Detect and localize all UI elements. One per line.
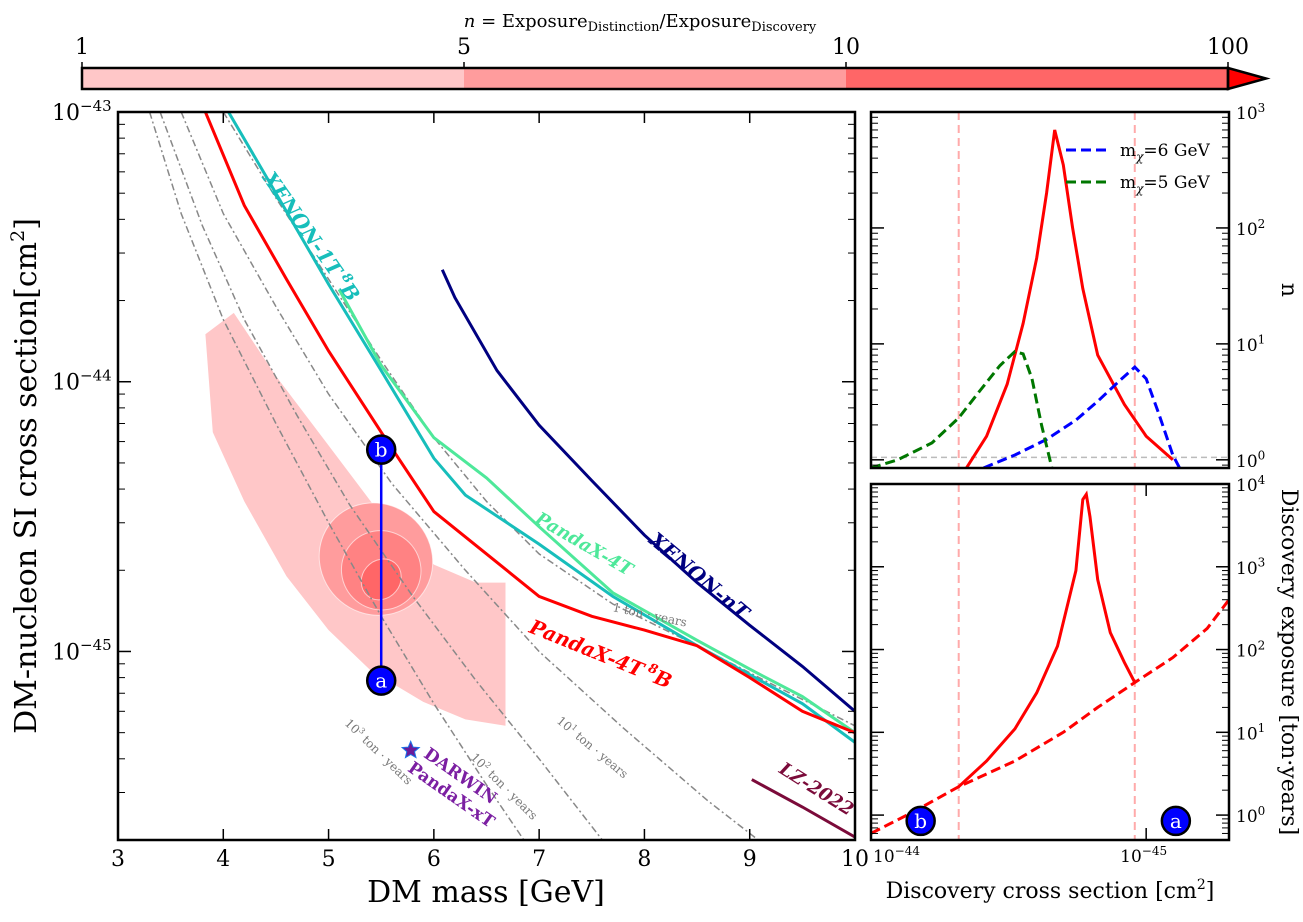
n-chart: 100 101 102 103 mχ=6 GeV mχ=5 GeV n xyxy=(869,101,1301,472)
colorbar-tick-label: 10 xyxy=(832,35,860,60)
signal-region xyxy=(205,312,506,726)
y-tick-label: 103 xyxy=(1236,556,1265,579)
legend-label: mχ=6 GeV xyxy=(1120,141,1211,164)
y-tick-label: 10−44 xyxy=(52,366,112,395)
exposure-curve xyxy=(871,598,1229,835)
exposure-chart-xlabel-text: Discovery cross section [cm xyxy=(886,879,1197,904)
exposure-line xyxy=(148,112,525,840)
n-curve xyxy=(965,129,1174,468)
colorbar-title-eq: = Exposure xyxy=(481,11,588,32)
x-tick-label: 8 xyxy=(637,847,651,872)
x-tick-label: 9 xyxy=(743,847,757,872)
x-tick-label: 10 xyxy=(841,847,869,872)
n-curve xyxy=(871,349,1054,468)
main-ylabel: DM-nucleon SI cross section[cm2] xyxy=(7,218,44,734)
legend-label: mχ=5 GeV xyxy=(1120,173,1211,196)
y-tick-label: 104 xyxy=(1236,473,1266,496)
main-ylabel-end: ] xyxy=(9,218,44,230)
x-tick-label: 4 xyxy=(216,847,230,872)
colorbar-title: n = ExposureDistinction/ExposureDiscover… xyxy=(464,11,817,35)
limit-curve xyxy=(337,288,855,734)
colorbar-tick-label: 1 xyxy=(75,35,89,60)
y-tick-label: 102 xyxy=(1236,217,1265,240)
colorbar-tick-label: 5 xyxy=(457,35,471,60)
legend: mχ=6 GeV mχ=5 GeV xyxy=(1066,141,1211,196)
colorbar-title-sub2: Discovery xyxy=(751,20,817,35)
exposure-chart-xlabel: Discovery cross section [cm2] xyxy=(886,877,1215,904)
exposure-line xyxy=(180,112,760,840)
y-tick-label: 100 xyxy=(1236,804,1265,827)
darwin-star-icon xyxy=(400,739,421,759)
x-tick-label: 3 xyxy=(111,847,125,872)
colorbar-title-slash: /Exposure xyxy=(659,11,751,32)
colorbar: n = ExposureDistinction/ExposureDiscover… xyxy=(75,11,1271,91)
y-tick-label: 102 xyxy=(1236,638,1265,661)
benchmark-point xyxy=(1160,805,1192,837)
curve-label: PandaX-4T xyxy=(531,508,638,582)
colorbar-title-n: n xyxy=(464,11,476,32)
limit-curves xyxy=(204,112,855,839)
colorbar-arrow xyxy=(1226,66,1271,91)
y-tick-label: 10−45 xyxy=(52,636,112,665)
benchmark-label: a xyxy=(375,669,387,693)
y-tick-label: 103 xyxy=(1236,101,1265,124)
benchmark-point xyxy=(905,805,936,837)
exposure-chart-ylabel: Discovery exposure [ton·years] xyxy=(1276,489,1301,835)
benchmark-label: a xyxy=(1170,809,1182,833)
curve-label: LZ-2022 xyxy=(775,758,858,821)
exposure-chart-xlabel-end: ] xyxy=(1206,879,1215,904)
colorbar-segment xyxy=(464,68,846,89)
curve-label: PandaX-4T 8B xyxy=(525,614,675,694)
limit-curve xyxy=(751,778,855,839)
x-tick-label: 5 xyxy=(322,847,336,872)
colorbar-segment xyxy=(82,68,464,89)
colorbar-frame xyxy=(80,66,1230,91)
y-tick-label: 101 xyxy=(1236,333,1265,356)
curve-label: XENON-1T 8B xyxy=(257,165,366,305)
benchmark-point xyxy=(365,665,397,696)
benchmark-points: ab xyxy=(365,434,397,696)
n-chart-frame xyxy=(869,110,1231,470)
x-tick-label: 6 xyxy=(427,847,441,872)
exposure-line xyxy=(159,112,603,840)
colorbar-segment xyxy=(846,68,1228,89)
colorbar-title-sub1: Distinction xyxy=(588,20,660,35)
benchmark-label: b xyxy=(914,809,927,833)
exposure-label: 101 ton · years xyxy=(554,713,631,781)
exposure-label: 103 ton · years xyxy=(342,715,416,787)
main-ylabel-sup: 2 xyxy=(7,230,29,242)
y-tick-label: 101 xyxy=(1236,721,1265,744)
benchmark-point xyxy=(365,434,397,465)
x-tick-label: 10−45 xyxy=(1120,844,1167,867)
x-tick-label: 7 xyxy=(532,847,546,872)
colorbar-tick-label: 100 xyxy=(1207,35,1249,60)
y-tick-label: 100 xyxy=(1236,449,1265,472)
y-tick-label: 10−43 xyxy=(52,97,112,126)
exposure-chart-xlabel-sup: 2 xyxy=(1197,877,1206,893)
limit-curve xyxy=(227,112,855,744)
main-xlabel: DM mass [GeV] xyxy=(367,875,605,910)
n-chart-ylabel: n xyxy=(1276,283,1301,297)
limit-curve xyxy=(204,112,855,735)
limit-curve xyxy=(440,269,855,713)
main-ylabel-text: DM-nucleon SI cross section[cm xyxy=(9,242,44,734)
x-tick-label: 10−44 xyxy=(873,844,920,867)
main-frame xyxy=(116,110,857,842)
benchmark-label: b xyxy=(375,438,388,462)
exposure-curve xyxy=(957,490,1137,788)
